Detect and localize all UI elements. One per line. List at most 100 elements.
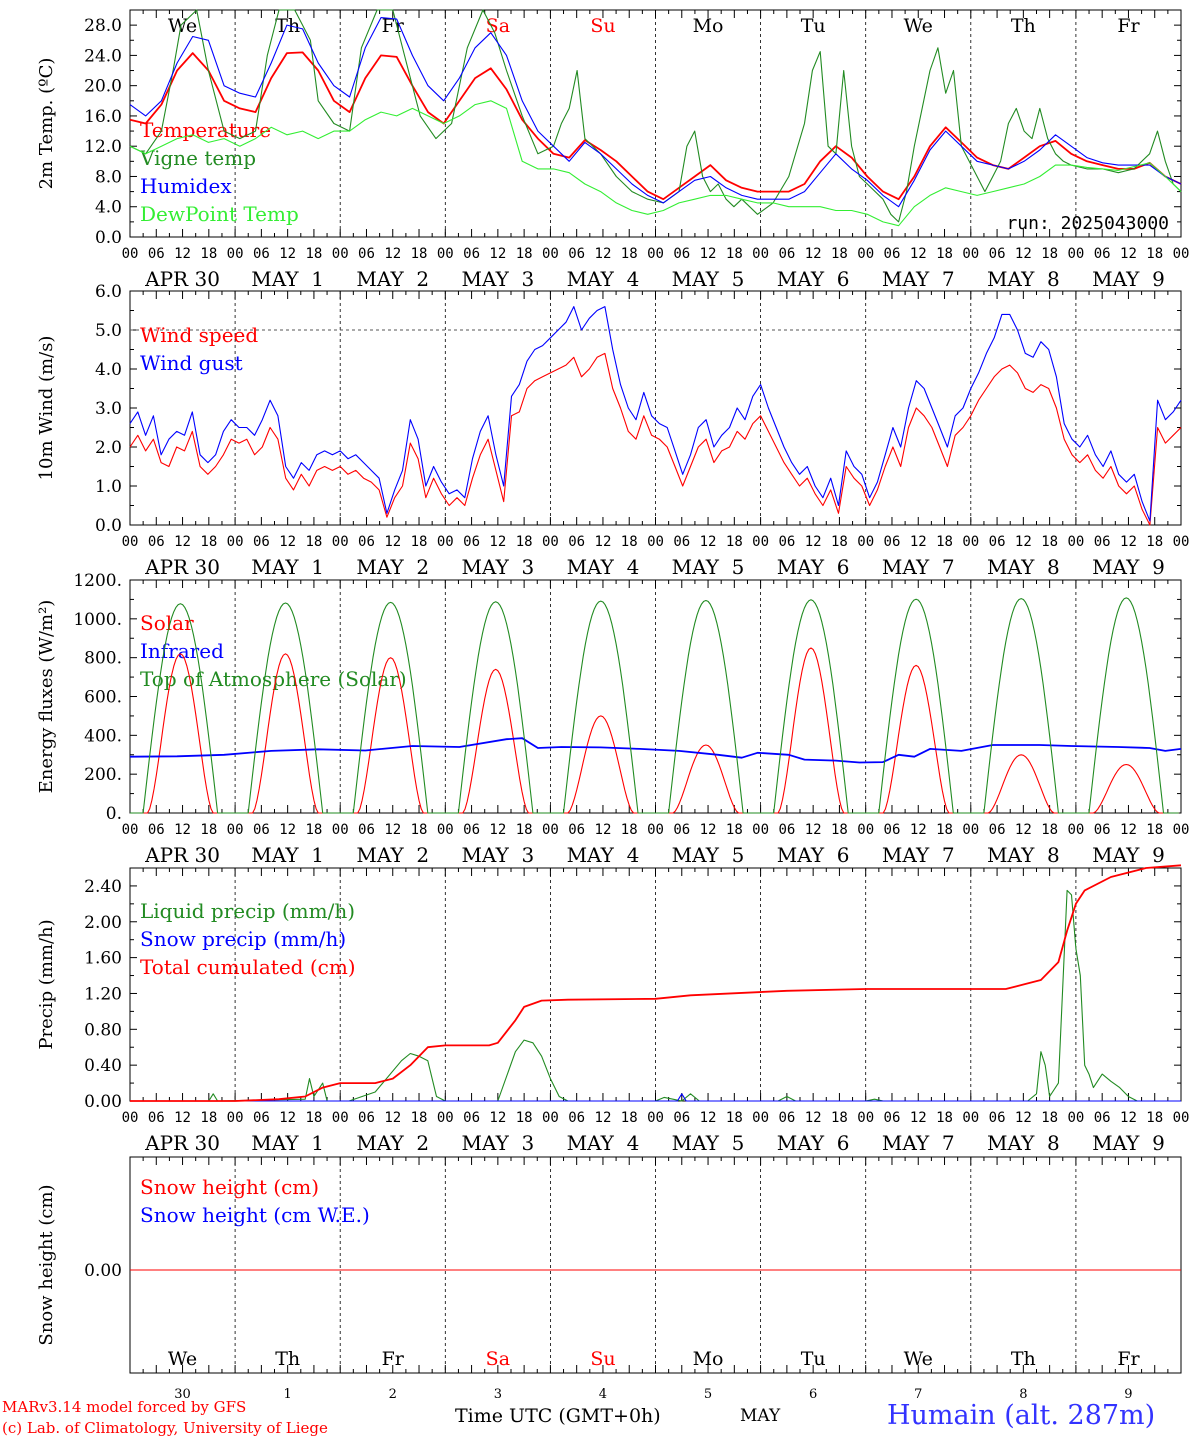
legend-entry: Temperature bbox=[140, 118, 271, 142]
weekday-label: Fr bbox=[1117, 15, 1140, 37]
hour-label: 12 bbox=[910, 534, 927, 550]
hour-label: 18 bbox=[516, 534, 533, 550]
hour-label: 06 bbox=[148, 534, 165, 550]
hour-label: 06 bbox=[1094, 246, 1111, 262]
hour-label: 06 bbox=[463, 534, 480, 550]
y-tick-label: 8.0 bbox=[95, 167, 122, 187]
hour-label: 00 bbox=[437, 534, 454, 550]
hour-label: 18 bbox=[831, 1110, 848, 1126]
hour-label: 18 bbox=[305, 534, 322, 550]
hour-label: 06 bbox=[253, 246, 270, 262]
series-line bbox=[129, 737, 1182, 764]
date-label: MAY 6 bbox=[777, 1131, 850, 1155]
hour-label: 06 bbox=[358, 246, 375, 262]
legend-entry: Snow height (cm) bbox=[140, 1175, 319, 1199]
hour-label: 18 bbox=[1041, 822, 1058, 838]
weekday-label: We bbox=[168, 1348, 197, 1370]
weekday-label: Fr bbox=[1117, 1348, 1140, 1370]
date-label: MAY 4 bbox=[567, 555, 640, 579]
y-tick-label: 12.0 bbox=[84, 137, 122, 157]
hour-label: 06 bbox=[989, 534, 1006, 550]
hour-label: 00 bbox=[1173, 1110, 1190, 1126]
hour-label: 18 bbox=[305, 822, 322, 838]
hour-label: 18 bbox=[305, 246, 322, 262]
hour-label: 12 bbox=[700, 822, 717, 838]
hour-label: 18 bbox=[936, 822, 953, 838]
hour-label: 12 bbox=[910, 1110, 927, 1126]
hour-label: 12 bbox=[805, 822, 822, 838]
hour-label: 18 bbox=[200, 246, 217, 262]
hour-label: 00 bbox=[857, 1110, 874, 1126]
weekday-label: We bbox=[904, 15, 933, 37]
date-label: MAY 3 bbox=[461, 555, 534, 579]
y-axis-label: Energy fluxes (W/m²) bbox=[36, 600, 57, 794]
legend-entry: Wind gust bbox=[140, 351, 243, 375]
legend-entry: Infrared bbox=[140, 639, 224, 663]
hour-label: 18 bbox=[936, 1110, 953, 1126]
hour-label: 12 bbox=[910, 246, 927, 262]
hour-label: 12 bbox=[279, 534, 296, 550]
hour-label: 00 bbox=[857, 822, 874, 838]
hour-label: 12 bbox=[174, 1110, 191, 1126]
hour-label: 00 bbox=[122, 246, 139, 262]
hour-label: 12 bbox=[805, 246, 822, 262]
hour-label: 00 bbox=[227, 822, 244, 838]
hour-label: 00 bbox=[1067, 246, 1084, 262]
date-label: MAY 1 bbox=[251, 555, 324, 579]
y-tick-label: 24.0 bbox=[84, 46, 122, 66]
hour-label: 18 bbox=[621, 534, 638, 550]
hour-label: 18 bbox=[305, 1110, 322, 1126]
hour-label: 18 bbox=[726, 1110, 743, 1126]
hour-label: 12 bbox=[700, 246, 717, 262]
day-number: 6 bbox=[809, 1387, 817, 1402]
date-label: MAY 3 bbox=[461, 1131, 534, 1155]
hour-label: 18 bbox=[831, 246, 848, 262]
date-label: MAY 9 bbox=[1092, 555, 1165, 579]
hour-label: 06 bbox=[148, 1110, 165, 1126]
day-number: 9 bbox=[1124, 1387, 1132, 1402]
hour-label: 12 bbox=[1120, 246, 1137, 262]
hour-label: 00 bbox=[332, 534, 349, 550]
y-tick-label: 4.0 bbox=[95, 198, 122, 218]
y-tick-label: 2.00 bbox=[84, 913, 122, 933]
series-line bbox=[129, 17, 1182, 208]
date-label: MAY 5 bbox=[672, 555, 745, 579]
date-label: MAY 9 bbox=[1092, 1131, 1165, 1155]
hour-label: 12 bbox=[1120, 534, 1137, 550]
y-tick-label: 0.80 bbox=[84, 1020, 122, 1040]
y-tick-label: 2.0 bbox=[95, 438, 122, 458]
hour-label: 12 bbox=[279, 246, 296, 262]
date-label: MAY 7 bbox=[882, 267, 955, 291]
hour-label: 06 bbox=[253, 534, 270, 550]
date-label: MAY 1 bbox=[251, 843, 324, 867]
weekday-label: We bbox=[168, 15, 197, 37]
hour-label: 00 bbox=[122, 822, 139, 838]
hour-label: 06 bbox=[989, 822, 1006, 838]
hour-label: 00 bbox=[332, 246, 349, 262]
y-tick-label: 5.0 bbox=[95, 321, 122, 341]
series-line bbox=[129, 306, 1182, 522]
hour-label: 00 bbox=[857, 246, 874, 262]
hour-label: 12 bbox=[174, 246, 191, 262]
series-line bbox=[130, 597, 1179, 814]
run-annotation: run: 2025043000 bbox=[1006, 213, 1169, 234]
hour-label: 06 bbox=[358, 534, 375, 550]
hour-label: 00 bbox=[437, 246, 454, 262]
hour-label: 00 bbox=[752, 534, 769, 550]
series-line bbox=[129, 100, 1182, 227]
hour-label: 18 bbox=[411, 1110, 428, 1126]
y-tick-label: 2.40 bbox=[84, 877, 122, 897]
y-tick-label: 1000. bbox=[73, 610, 122, 630]
hour-label: 12 bbox=[910, 822, 927, 838]
legend-entry: Top of Atmosphere (Solar) bbox=[140, 667, 407, 691]
date-label: MAY 7 bbox=[882, 1131, 955, 1155]
weekday-label: Su bbox=[590, 1348, 615, 1370]
hour-label: 00 bbox=[542, 534, 559, 550]
date-label: MAY 5 bbox=[672, 843, 745, 867]
y-tick-label: 3.0 bbox=[95, 399, 122, 419]
date-label: MAY 3 bbox=[461, 843, 534, 867]
hour-label: 00 bbox=[122, 1110, 139, 1126]
hour-label: 06 bbox=[989, 246, 1006, 262]
day-number: 4 bbox=[599, 1387, 607, 1402]
